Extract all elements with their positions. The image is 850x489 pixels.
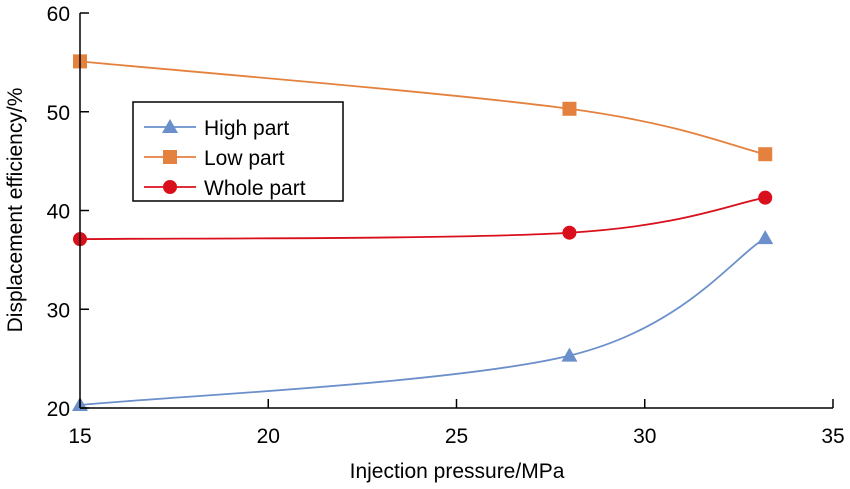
series-line-whole-part <box>79 196 766 241</box>
y-tick-label: 60 <box>47 3 70 26</box>
legend-label-high-part: High part <box>204 117 289 140</box>
series-line-high-part <box>79 237 766 406</box>
legend-marker-low-part <box>163 150 177 164</box>
y-axis-title: Displacement efficiency/% <box>4 88 27 333</box>
data-point-low-part <box>562 101 577 116</box>
legend-marker-whole-part <box>163 180 177 194</box>
y-tick-label: 50 <box>47 102 70 125</box>
data-point-high-part <box>757 230 774 245</box>
data-point-whole-part <box>758 190 773 205</box>
x-tick-label: 15 <box>68 425 91 448</box>
series-line-low-part <box>79 60 766 156</box>
data-point-whole-part <box>562 225 577 240</box>
x-axis-title: Injection pressure/MPa <box>350 460 565 483</box>
data-point-high-part <box>561 347 578 362</box>
legend: High part Low part Whole part <box>132 101 344 202</box>
y-tick-label: 30 <box>47 299 70 322</box>
y-tick-label: 20 <box>47 398 70 421</box>
x-tick-label: 35 <box>821 425 844 448</box>
x-tick-label: 30 <box>633 425 656 448</box>
x-tick-label: 25 <box>445 425 468 448</box>
legend-label-low-part: Low part <box>204 147 285 170</box>
y-tick-label: 40 <box>47 201 70 224</box>
x-tick-label: 20 <box>257 425 280 448</box>
data-point-low-part <box>758 147 773 162</box>
legend-label-whole-part: Whole part <box>204 177 306 200</box>
legend-marker-high-part <box>162 119 178 133</box>
